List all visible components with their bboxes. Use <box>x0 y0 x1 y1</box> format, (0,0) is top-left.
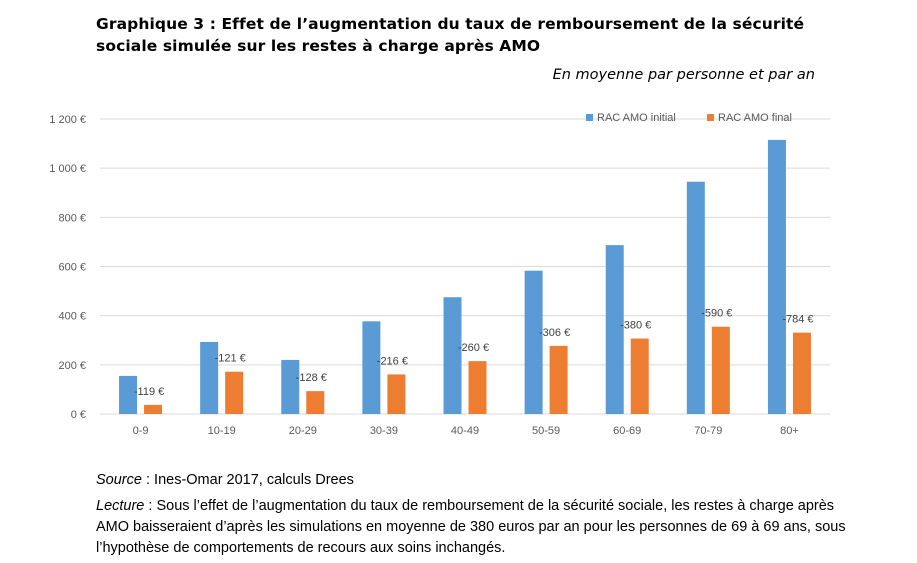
y-tick-label: 1 200 € <box>49 114 86 126</box>
legend-swatch-final <box>707 114 714 121</box>
bar-rac-final <box>468 361 487 414</box>
bar-rac-final <box>225 371 244 414</box>
legend-label: RAC AMO final <box>718 112 792 124</box>
bar-rac-final <box>387 374 406 414</box>
bar-rac-final <box>630 338 649 414</box>
difference-label: -260 € <box>458 342 489 354</box>
bar-rac-final <box>792 332 811 414</box>
bar-rac-initial <box>443 297 462 414</box>
bar-rac-initial <box>686 181 705 414</box>
x-tick-label: 80+ <box>780 425 799 437</box>
difference-label: -380 € <box>620 320 651 332</box>
x-tick-label: 30-39 <box>370 425 398 437</box>
difference-label: -119 € <box>134 386 164 398</box>
bar-rac-initial <box>119 375 138 414</box>
bar-rac-initial <box>281 359 300 414</box>
bar-rac-initial <box>605 245 624 414</box>
x-tick-label: 50-59 <box>532 425 560 437</box>
bar-rac-initial <box>200 341 219 414</box>
x-tick-label: 10-19 <box>208 425 236 437</box>
difference-label: -121 € <box>215 353 246 365</box>
lecture-text: : Sous l’effet de l’augmentation du taux… <box>96 498 846 556</box>
source-label: Source <box>96 472 142 488</box>
y-tick-label: 400 € <box>58 311 86 323</box>
chart-subtitle: En moyenne par personne et par an <box>552 67 815 83</box>
legend-label: RAC AMO initial <box>597 112 676 124</box>
bar-rac-initial <box>362 321 381 414</box>
bar-rac-initial <box>767 139 786 415</box>
legend-swatch-initial <box>586 114 593 121</box>
x-tick-label: 20-29 <box>289 425 317 437</box>
lecture-label: Lecture <box>96 498 145 514</box>
bar-rac-final <box>144 404 163 414</box>
bar-rac-final <box>549 345 568 414</box>
difference-label: -306 € <box>539 327 570 339</box>
y-tick-label: 200 € <box>58 360 86 372</box>
bar-rac-final <box>711 326 730 414</box>
y-tick-label: 1 000 € <box>49 163 86 175</box>
difference-label: -784 € <box>782 314 813 326</box>
bar-chart: 0 € 200 € 400 € 600 € 800 € 1 000 € 1 200 € 0-9… <box>49 112 830 437</box>
y-tick-label: 0 € <box>71 409 86 421</box>
chart-title: Graphique 3 : Effet de l’augmentation du… <box>96 15 805 55</box>
x-tick-label: 40-49 <box>451 425 479 437</box>
difference-label: -128 € <box>296 372 327 384</box>
y-tick-label: 800 € <box>58 212 86 224</box>
source-text: : Ines-Omar 2017, calculs Drees <box>141 472 354 488</box>
x-tick-label: 0-9 <box>133 425 149 437</box>
reading-note: Lecture : Sous l’effet de l’augmentation… <box>96 496 866 559</box>
bar-rac-final <box>306 391 325 414</box>
difference-label: -216 € <box>377 355 408 367</box>
bar-rac-initial <box>524 270 543 414</box>
x-tick-label: 60-69 <box>613 425 641 437</box>
x-tick-label: 70-79 <box>694 425 722 437</box>
y-tick-label: 600 € <box>58 262 86 274</box>
difference-label: -590 € <box>701 308 732 320</box>
source-note: Source : Ines-Omar 2017, calculs Drees <box>96 472 354 488</box>
